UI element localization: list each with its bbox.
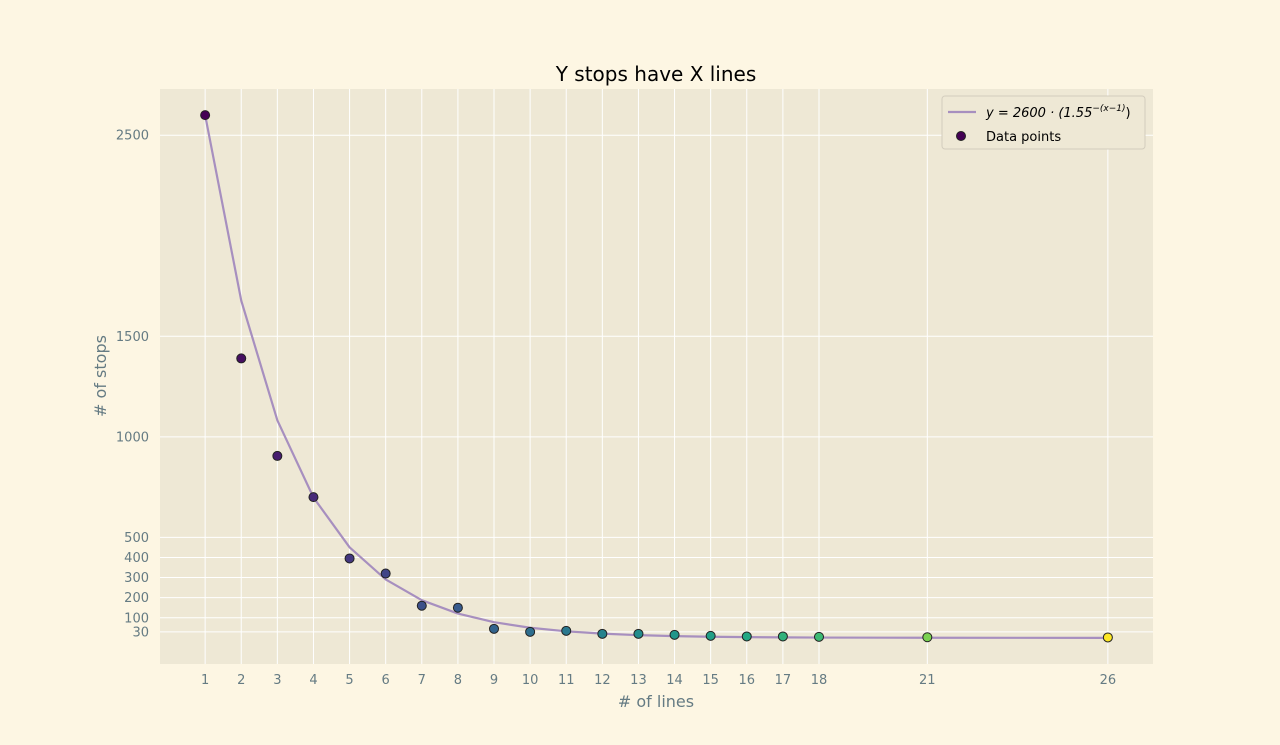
x-tick-label: 11 (558, 673, 575, 688)
x-tick-label: 1 (201, 673, 209, 688)
legend: y = 2600 · (1.55−(x−1)) Data points (941, 95, 1146, 150)
fit-line (204, 114, 1108, 639)
legend-scatter-label: Data points (986, 130, 1061, 145)
legend-marker-swatch (956, 131, 966, 141)
x-tick-label: 9 (490, 673, 498, 688)
data-point (813, 631, 824, 642)
data-point (633, 628, 644, 639)
data-point (308, 492, 319, 503)
y-tick-label: 1500 (116, 330, 149, 345)
x-tick-label: 5 (345, 673, 353, 688)
x-tick-label: 10 (522, 673, 539, 688)
data-point (344, 553, 355, 564)
x-tick-label: 8 (454, 673, 462, 688)
x-tick-label: 12 (594, 673, 611, 688)
x-tick-label: 3 (273, 673, 281, 688)
y-tick-label: 100 (124, 611, 149, 626)
plot-area (160, 89, 1153, 664)
y-axis-label: # of stops (91, 335, 110, 417)
data-point (1102, 632, 1113, 643)
y-tick-label: 30 (132, 625, 149, 640)
data-point (489, 623, 500, 634)
data-point (705, 630, 716, 641)
x-tick-label: 15 (702, 673, 719, 688)
data-point (380, 568, 391, 579)
x-tick-label: 13 (630, 673, 647, 688)
legend-line-label-suffix: ) (1126, 106, 1131, 121)
y-tick-label: 500 (124, 531, 149, 546)
x-tick-label: 2 (237, 673, 245, 688)
data-point (561, 625, 572, 636)
data-point (416, 600, 427, 611)
legend-line-label-prefix: y = 2600 · (1.55 (985, 106, 1092, 121)
data-point (525, 626, 536, 637)
x-tick-label: 26 (1100, 673, 1117, 688)
x-tick-label: 21 (919, 673, 936, 688)
data-point (452, 602, 463, 613)
x-tick-label: 6 (382, 673, 390, 688)
x-tick-labels: 1 2 3 4 5 6 7 8 9 10 11 12 13 14 15 16 17 18 21 26 (201, 673, 1116, 688)
y-tick-label: 300 (124, 571, 149, 586)
legend-line-label-exponent: −(x−1) (1092, 104, 1125, 114)
x-tick-label: 4 (309, 673, 317, 688)
data-points (200, 110, 1113, 643)
y-tick-label: 200 (124, 591, 149, 606)
data-point (200, 110, 211, 121)
legend-line-label: y = 2600 · (1.55−(x−1)) (985, 104, 1131, 121)
x-axis-label: # of lines (618, 692, 694, 711)
y-tick-label: 1000 (116, 430, 149, 445)
data-point (922, 632, 933, 643)
grid (160, 89, 1153, 664)
data-point (272, 450, 283, 461)
x-tick-label: 14 (666, 673, 683, 688)
chart-title: Y stops have X lines (555, 62, 757, 86)
y-tick-label: 2500 (116, 129, 149, 144)
x-tick-label: 16 (738, 673, 755, 688)
x-tick-label: 18 (811, 673, 828, 688)
data-point (597, 628, 608, 639)
data-point (777, 631, 788, 642)
x-tick-label: 17 (775, 673, 792, 688)
x-tick-label: 7 (418, 673, 426, 688)
data-point (669, 629, 680, 640)
data-point (236, 353, 247, 364)
fit-line-group (204, 114, 1108, 639)
y-tick-label: 400 (124, 551, 149, 566)
legend-box (941, 95, 1146, 150)
data-point (741, 631, 752, 642)
